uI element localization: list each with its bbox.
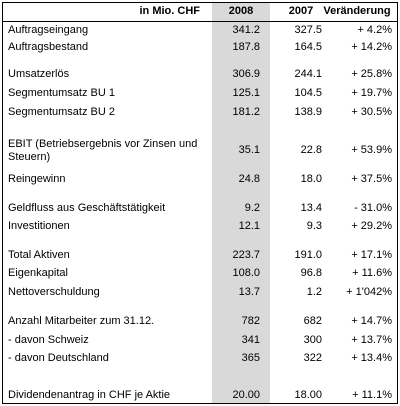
header-rule xyxy=(3,21,397,22)
value-2008: 9.2 xyxy=(244,202,260,214)
value-2007: 322 xyxy=(303,352,322,364)
value-2007: 9.3 xyxy=(306,220,322,232)
row-label: Auftragsbestand xyxy=(8,41,89,53)
change: + 17.1% xyxy=(351,249,392,261)
value-2008: 782 xyxy=(241,315,260,327)
change: + 53.9% xyxy=(351,144,392,156)
change: + 14.2% xyxy=(351,41,392,53)
row-label: Nettoverschuldung xyxy=(8,286,100,298)
header-year: 2008 xyxy=(228,5,254,17)
row-label: Dividendenantrag in CHF je Aktie xyxy=(8,389,171,401)
row-label: EBIT (Betriebsergebnis vor Zinsen und St… xyxy=(8,138,198,163)
value-2007: 300 xyxy=(303,334,322,346)
row-label: Auftragseingang xyxy=(8,24,89,36)
value-2008: 223.7 xyxy=(232,249,260,261)
header-change: Veränderung xyxy=(323,5,391,17)
value-2007: 138.9 xyxy=(294,106,322,118)
value-2008: 125.1 xyxy=(232,87,260,99)
value-2007: 104.5 xyxy=(294,87,322,99)
value-2008: 341 xyxy=(241,334,260,346)
change: + 1'042% xyxy=(346,286,392,298)
change: + 4.2% xyxy=(357,24,392,36)
value-2007: 244.1 xyxy=(294,68,322,80)
change: - 31.0% xyxy=(354,202,392,214)
value-2007: 13.4 xyxy=(300,202,322,214)
header-unit: in Mio. CHF xyxy=(139,5,201,17)
change: + 25.8% xyxy=(351,68,392,80)
value-2008: 35.1 xyxy=(238,144,260,156)
row-label: - davon Schweiz xyxy=(8,334,89,346)
change: + 11.1% xyxy=(352,389,392,401)
change: + 30.5% xyxy=(351,106,392,118)
value-2008: 108.0 xyxy=(232,267,260,279)
value-2008: 13.7 xyxy=(238,286,260,298)
row-label: Investitionen xyxy=(8,220,70,232)
value-2007: 18.0 xyxy=(300,173,322,185)
value-2007: 327.5 xyxy=(294,24,322,36)
change: + 14.7% xyxy=(351,315,392,327)
row-label: Total Aktiven xyxy=(8,249,70,261)
value-2007: 164.5 xyxy=(294,41,322,53)
value-2008: 12.1 xyxy=(238,220,260,232)
change: + 29.2% xyxy=(351,220,392,232)
value-2007: 682 xyxy=(303,315,322,327)
change: + 13.7% xyxy=(351,334,392,346)
value-2008: 187.8 xyxy=(232,41,260,53)
column-highlight xyxy=(212,3,270,403)
value-2008: 306.9 xyxy=(232,68,260,80)
value-2008: 20.00 xyxy=(232,389,260,401)
row-label: Reingewinn xyxy=(8,173,66,185)
row-label: Anzahl Mitarbeiter zum 31.12. xyxy=(8,315,155,327)
row-label: Eigenkapital xyxy=(8,267,68,279)
value-2008: 181.2 xyxy=(232,106,260,118)
row-label: Umsatzerlös xyxy=(8,68,70,80)
change: + 13.4% xyxy=(351,352,392,364)
value-2008: 365 xyxy=(241,352,260,364)
value-2008: 24.8 xyxy=(238,173,260,185)
change: + 19.7% xyxy=(351,87,392,99)
value-2007: 1.2 xyxy=(306,286,322,298)
header-year: 2007 xyxy=(288,5,314,17)
value-2007: 22.8 xyxy=(300,144,322,156)
row-label: Segmentumsatz BU 1 xyxy=(8,87,115,99)
row-label: Geldfluss aus Geschäftstätigkeit xyxy=(8,202,166,214)
value-2007: 18.00 xyxy=(294,389,322,401)
value-2007: 96.8 xyxy=(300,267,322,279)
row-label: - davon Deutschland xyxy=(8,352,109,364)
value-2007: 191.0 xyxy=(294,249,322,261)
change: + 37.5% xyxy=(351,173,392,185)
row-label: Segmentumsatz BU 2 xyxy=(8,106,115,118)
value-2008: 341.2 xyxy=(232,24,260,36)
change: + 11.6% xyxy=(352,267,392,279)
